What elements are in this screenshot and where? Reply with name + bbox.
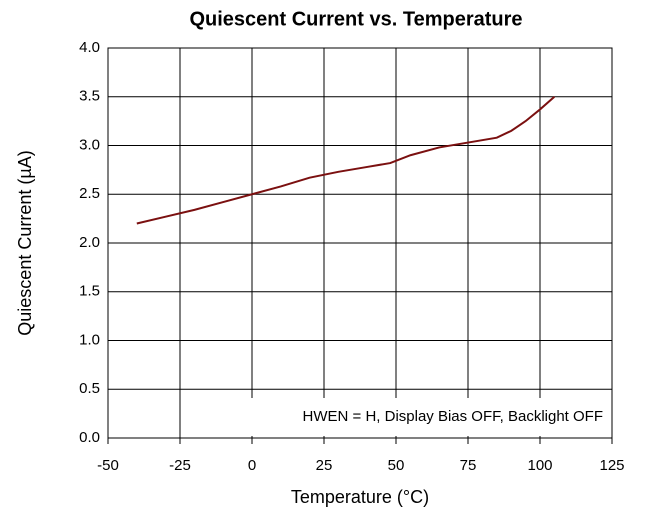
x-tick-label: -25 [169, 457, 191, 474]
chart-title: Quiescent Current vs. Temperature [189, 8, 522, 30]
y-tick-label: 3.5 [79, 88, 100, 105]
annotation-box [200, 398, 610, 436]
y-tick-label: 1.5 [79, 283, 100, 300]
y-tick-label: 2.5 [79, 185, 100, 202]
x-axis-label: Temperature (°C) [291, 487, 429, 507]
y-tick-label: 2.0 [79, 234, 100, 251]
y-tick-label: 3.0 [79, 136, 100, 153]
annotation: HWEN = H, Display Bias OFF, Backlight OF… [303, 408, 603, 425]
x-tick-label: 75 [460, 457, 477, 474]
x-tick-label: 50 [388, 457, 405, 474]
x-tick-label: 125 [599, 457, 624, 474]
data-line [136, 95, 556, 225]
x-tick-label: -50 [97, 457, 119, 474]
y-axis-label: Quiescent Current (µA) [15, 150, 35, 335]
y-tick-label: 0.5 [79, 380, 100, 397]
x-tick-label: 100 [527, 457, 552, 474]
plot-frame [107, 47, 613, 439]
y-tick-label: 1.0 [79, 331, 100, 348]
x-tick-label: 0 [248, 457, 256, 474]
x-tick-label: 25 [316, 457, 333, 474]
y-tick-label: 4.0 [79, 39, 100, 56]
y-tick-label: 0.0 [79, 429, 100, 446]
